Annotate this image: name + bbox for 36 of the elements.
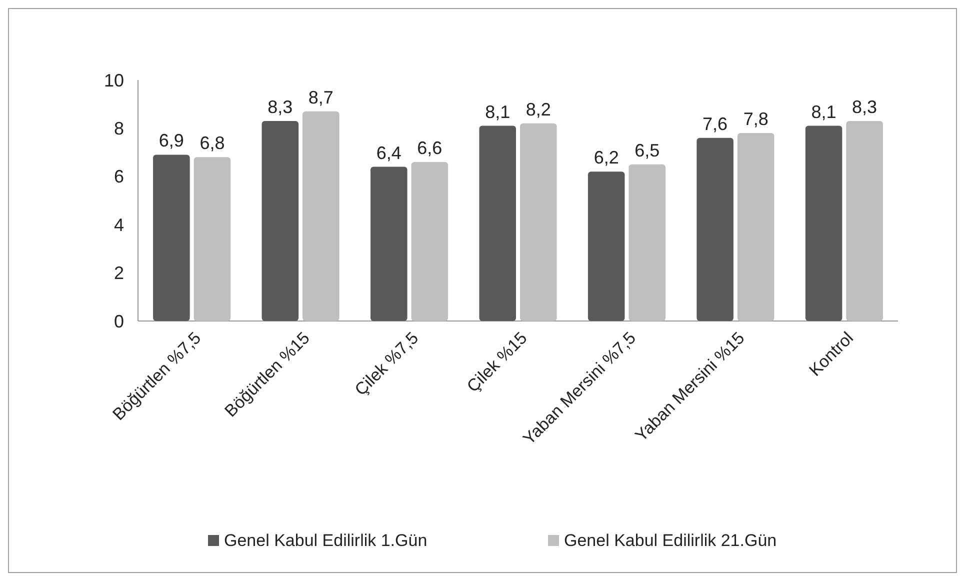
data-label: 8,7	[308, 87, 334, 108]
y-tick-label: 2	[114, 263, 124, 284]
bar	[846, 120, 883, 321]
data-label: 8,3	[852, 96, 878, 117]
bar	[628, 164, 666, 321]
bar	[153, 154, 190, 321]
data-label: 8,1	[485, 102, 510, 122]
data-label: 7,6	[702, 114, 728, 134]
data-label: 8,1	[811, 102, 836, 122]
data-label: 8,2	[526, 99, 551, 120]
legend-label: Genel Kabul Edilirlik 21.Gün	[564, 531, 777, 550]
bar	[370, 166, 408, 321]
bar	[588, 172, 625, 321]
bar	[411, 162, 448, 321]
bar	[194, 157, 231, 321]
y-tick-label: 4	[114, 214, 124, 235]
legend-label: Genel Kabul Edilirlik 1.Gün	[224, 531, 428, 550]
bar	[696, 138, 734, 321]
data-label: 6,4	[376, 142, 402, 163]
bar	[479, 126, 516, 321]
bar	[737, 133, 774, 321]
data-label: 6,9	[158, 130, 184, 151]
data-label: 7,8	[743, 109, 768, 130]
y-tick-label: 10	[104, 70, 124, 90]
bar	[805, 126, 842, 321]
data-label: 6,2	[594, 148, 619, 168]
bar	[262, 120, 299, 321]
data-label: 8,3	[268, 96, 293, 117]
data-label: 6,6	[417, 138, 442, 158]
bar	[520, 123, 557, 321]
data-label: 6,5	[634, 140, 660, 160]
data-label: 6,8	[200, 133, 225, 154]
y-tick-label: 8	[114, 118, 124, 138]
bar	[302, 111, 340, 321]
y-tick-label: 6	[114, 166, 124, 187]
y-tick-label: 0	[114, 311, 124, 332]
